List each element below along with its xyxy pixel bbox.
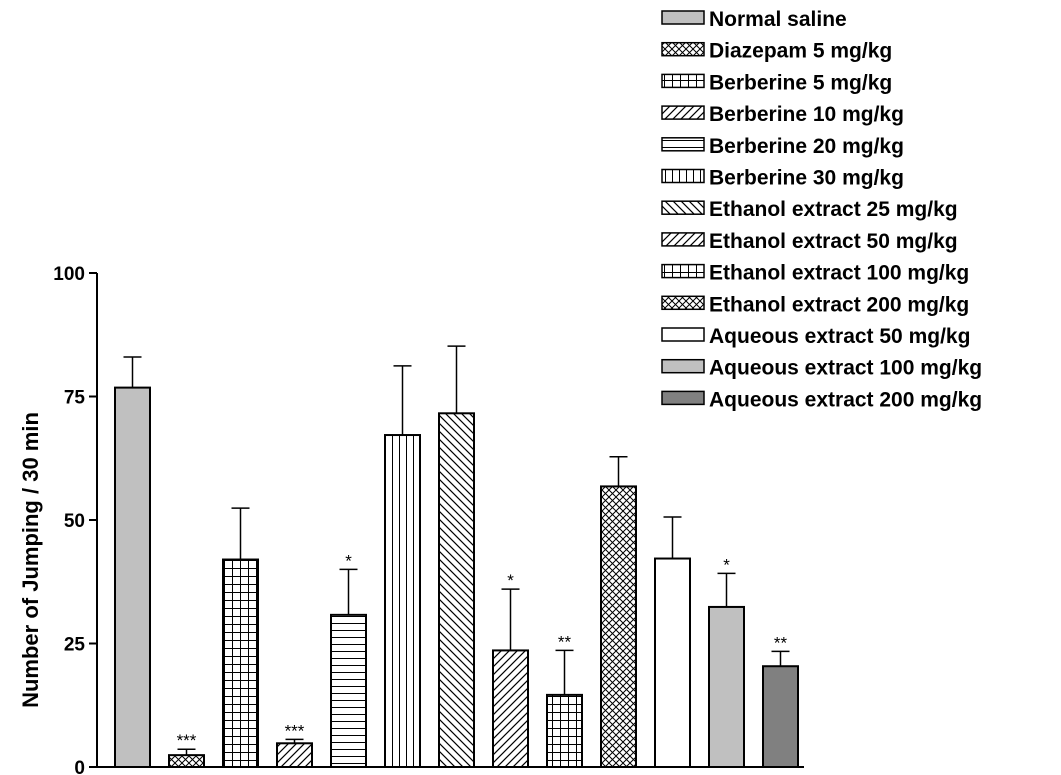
chart-legend: Normal saline Diazepam 5 mg/kg Berberine 5… [661,8,982,411]
y-axis-title: Number of Jumping / 30 min [18,412,43,708]
legend-label: Ethanol extract 100 mg/kg [709,262,969,285]
legend-label: Berberine 5 mg/kg [709,71,892,94]
bar [438,412,475,768]
y-tick-label: 75 [64,388,86,409]
significance-mark: * [345,551,352,570]
bar [600,485,637,768]
bar [276,742,313,769]
y-tick-label: 50 [64,511,85,532]
bar [492,649,529,769]
chart-axes: 0 25 50 75 100 Number of Jumping / 30 min [18,264,804,775]
bar-series: ************* [114,345,799,769]
legend-label: Aqueous extract 50 mg/kg [709,325,970,348]
significance-mark: *** [177,731,197,750]
y-tick-label: 25 [64,635,86,656]
legend-swatch [661,137,705,152]
bar [762,665,799,768]
legend-swatch [661,168,705,184]
legend-swatch [661,200,705,215]
bar [384,434,421,768]
legend-swatch [661,358,705,374]
legend-swatch [661,232,705,247]
significance-mark: ** [558,632,572,651]
y-tick-label: 0 [74,758,85,775]
bar [168,754,205,768]
legend-swatch [661,10,705,25]
significance-mark: *** [285,721,305,740]
legend-label: Berberine 20 mg/kg [709,135,904,158]
legend-swatch [661,263,705,279]
bar [708,605,745,768]
bar [330,613,367,769]
legend-label: Berberine 10 mg/kg [709,103,904,126]
bar [222,558,259,769]
significance-mark: * [507,571,514,590]
legend-label: Diazepam 5 mg/kg [709,40,892,63]
legend-label: Aqueous extract 100 mg/kg [709,357,982,380]
legend-swatch [661,105,705,120]
bar [654,557,691,768]
legend-label: Ethanol extract 50 mg/kg [709,230,958,253]
legend-swatch [661,327,705,342]
legend-swatch [661,41,705,57]
bar [114,386,151,768]
legend-label: Normal saline [709,8,847,31]
legend-label: Berberine 30 mg/kg [709,167,904,190]
significance-mark: ** [774,633,788,652]
legend-swatch [661,295,705,311]
legend-swatch [661,73,705,89]
legend-label: Ethanol extract 200 mg/kg [709,293,969,316]
bar [546,693,583,768]
significance-mark: * [723,555,730,574]
legend-label: Aqueous extract 200 mg/kg [709,388,982,411]
y-tick-label: 100 [53,264,85,285]
legend-swatch [661,390,705,406]
legend-label: Ethanol extract 25 mg/kg [709,198,958,221]
